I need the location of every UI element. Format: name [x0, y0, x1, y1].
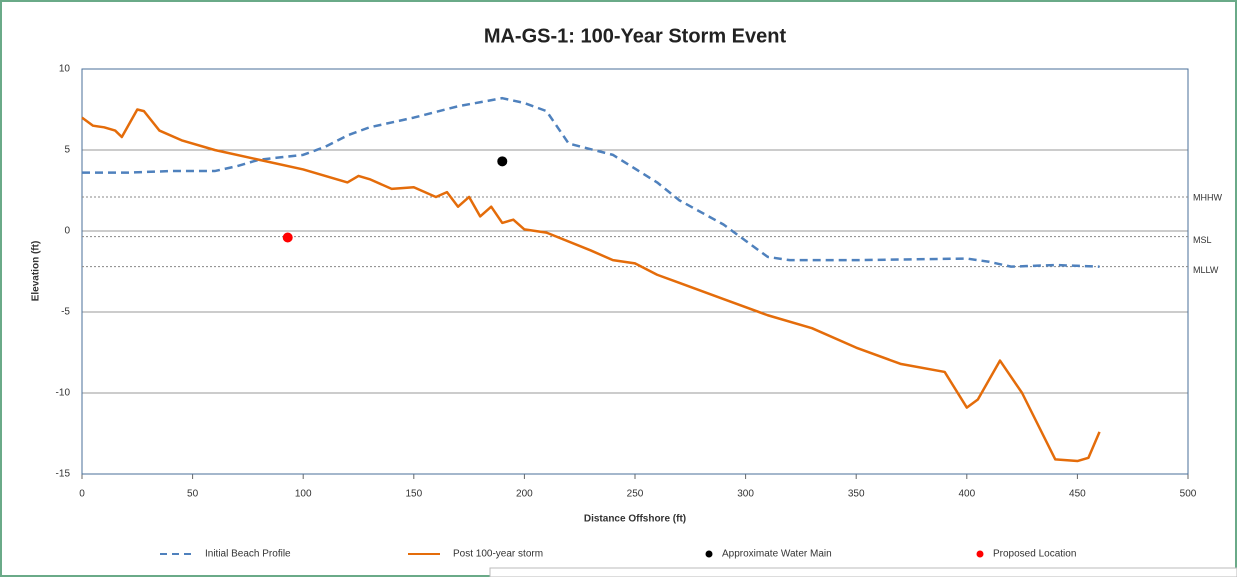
x-tick-label: 0	[79, 489, 85, 500]
legend-label: Proposed Location	[993, 549, 1076, 560]
legend-marker	[705, 550, 713, 558]
reference-label: MSL	[1193, 235, 1212, 245]
legend-label: Approximate Water Main	[722, 549, 832, 560]
x-tick-label: 200	[516, 489, 533, 500]
x-tick-label: 50	[187, 489, 199, 500]
plot-border	[81, 68, 1189, 475]
x-tick-label: 150	[405, 489, 422, 500]
x-tick-label: 350	[848, 489, 865, 500]
marker	[497, 156, 508, 167]
legend-label: Initial Beach Profile	[205, 549, 291, 560]
y-tick-label: 10	[59, 64, 71, 75]
series-line	[81, 108, 1101, 463]
y-tick-label: -15	[56, 469, 71, 480]
marker	[282, 232, 293, 243]
legend-label: Post 100-year storm	[453, 549, 543, 560]
reference-label: MHHW	[1193, 192, 1222, 202]
y-axis-title: Elevation (ft)	[31, 241, 42, 302]
chart-title: MA-GS-1: 100-Year Storm Event	[484, 25, 787, 47]
reference-label: MLLW	[1193, 265, 1219, 275]
x-axis-title: Distance Offshore (ft)	[584, 514, 686, 525]
x-tick-label: 450	[1069, 489, 1086, 500]
x-tick-label: 250	[627, 489, 644, 500]
series-line	[82, 96, 1100, 268]
legend-marker	[976, 550, 984, 558]
x-tick-label: 400	[958, 489, 975, 500]
overlay-box	[489, 567, 1237, 577]
x-tick-label: 500	[1180, 489, 1197, 500]
y-tick-label: 5	[64, 145, 70, 156]
x-tick-label: 300	[737, 489, 754, 500]
y-tick-label: 0	[64, 226, 70, 237]
y-tick-label: -5	[61, 307, 70, 318]
x-tick-label: 100	[295, 489, 312, 500]
y-tick-label: -10	[56, 388, 71, 399]
